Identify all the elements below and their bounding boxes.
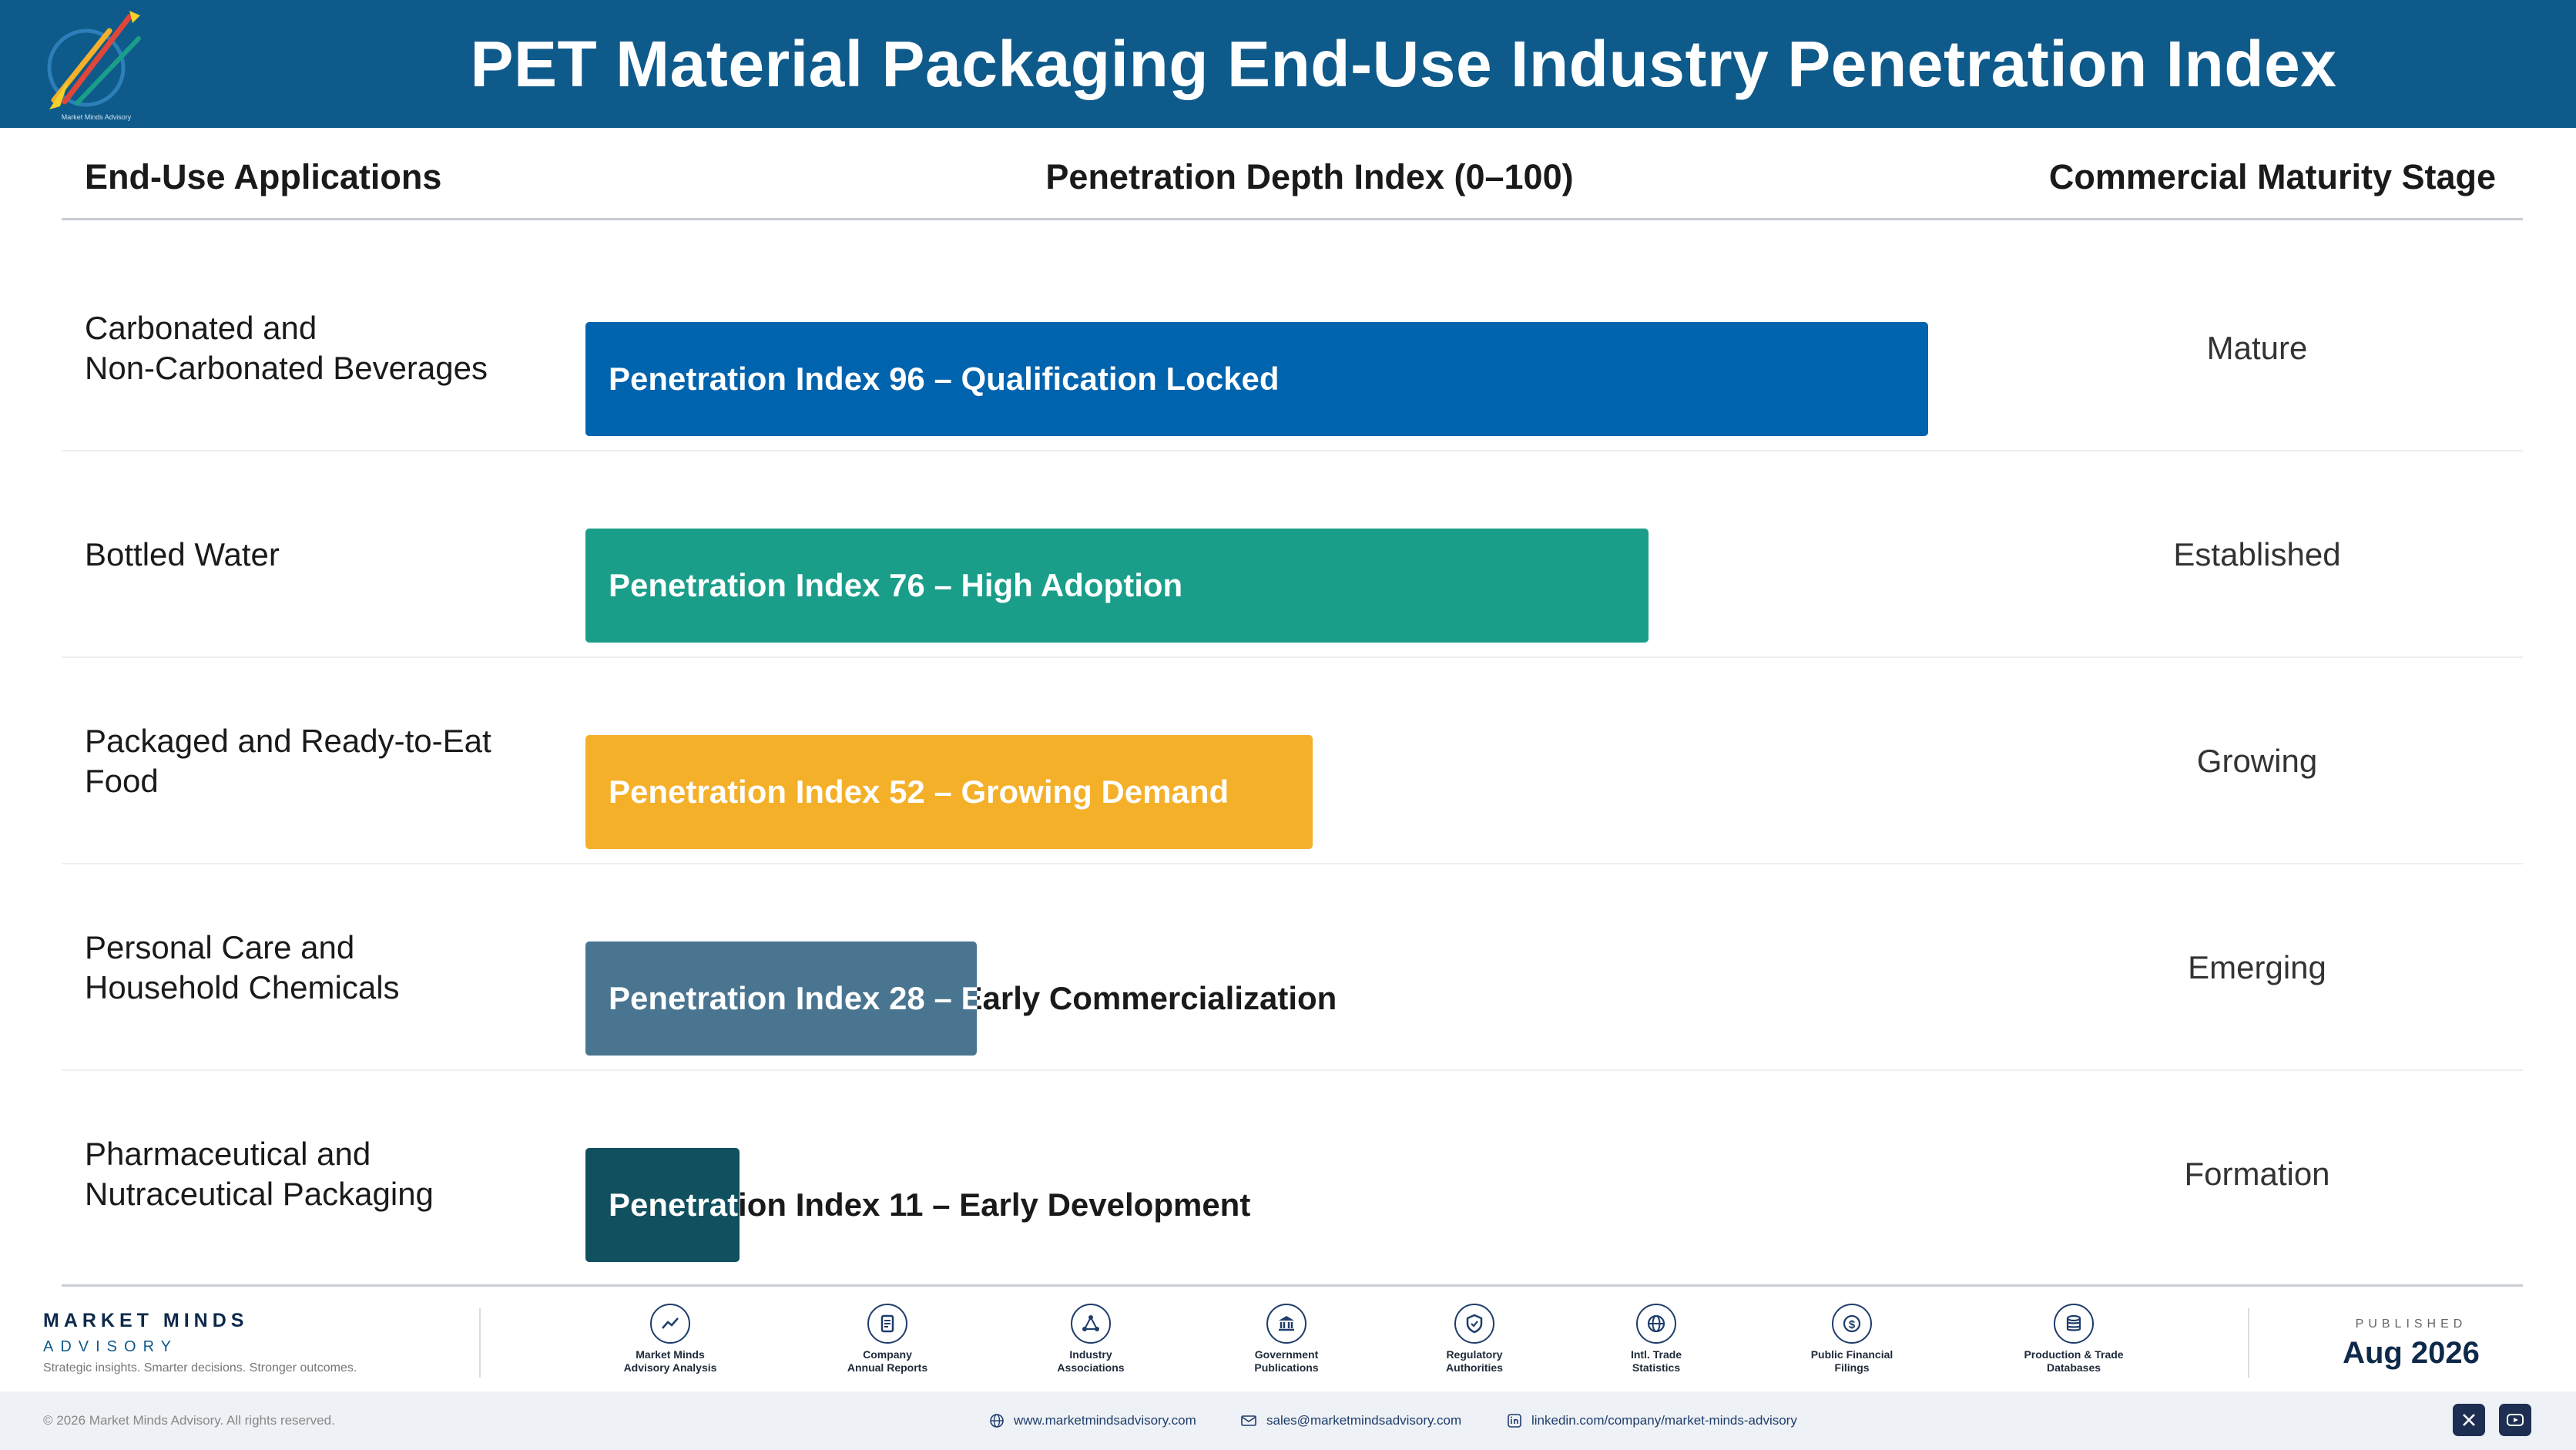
maturity-stage: Mature [2206, 330, 2308, 366]
website-link[interactable]: www.marketmindsadvisory.com [989, 1391, 1196, 1450]
brand-tagline: Strategic insights. Smarter decisions. S… [43, 1361, 357, 1374]
bar-pharmaceutical [585, 1148, 740, 1262]
brand-subtitle: ADVISORY [43, 1338, 178, 1355]
source-trade-statistics: Intl. Trade Statistics [1579, 1304, 1733, 1374]
email-text: sales@marketmindsadvisory.com [1266, 1413, 1462, 1428]
row-divider [62, 450, 2523, 451]
row-divider [62, 863, 2523, 864]
footer-divider [2248, 1308, 2249, 1378]
application-label: Pharmaceutical and Nutraceutical Packagi… [85, 1136, 434, 1212]
svg-text:Market Minds Advisory: Market Minds Advisory [62, 113, 132, 121]
source-financial-filings: $ Public Financial Filings [1775, 1304, 1929, 1374]
bar-packaged-food [585, 735, 1313, 849]
brand-name: MARKET MINDS [43, 1310, 249, 1331]
maturity-stage: Formation [2184, 1156, 2330, 1192]
x-social-icon[interactable] [2453, 1404, 2485, 1436]
column-header-stage: Commercial Maturity Stage [2048, 157, 2497, 196]
column-header-index: Penetration Depth Index (0–100) [1045, 157, 1574, 196]
application-label: Carbonated and Non-Carbonated Beverages [85, 310, 488, 386]
source-label: Regulatory Authorities [1446, 1348, 1503, 1374]
linkedin-icon [1508, 1414, 1521, 1428]
email-link[interactable]: sales@marketmindsadvisory.com [1240, 1391, 1461, 1450]
bar-personal-care [585, 941, 978, 1056]
globe-icon [990, 1414, 1004, 1428]
header-divider [62, 218, 2523, 220]
footer: MARKET MINDS ADVISORY Strategic insights… [0, 1294, 2576, 1387]
government-icon [1266, 1304, 1306, 1344]
row-divider [62, 656, 2523, 658]
bar-label: Penetration Index 52 – Growing Demand [609, 735, 1229, 849]
footer-divider [479, 1308, 481, 1378]
source-label: Government Publications [1254, 1348, 1319, 1374]
source-annual-reports: Company Annual Reports [810, 1304, 964, 1374]
maturity-stage: Emerging [2188, 949, 2326, 985]
chart-bottom-divider [62, 1284, 2523, 1287]
header-banner: Market Minds Advisory PET Material Packa… [0, 0, 2576, 128]
maturity-stage: Established [2173, 536, 2341, 572]
table-row: Bottled Water Penetration Index 76 – Hig… [62, 451, 2523, 658]
published-label: PUBLISHED [2355, 1317, 2467, 1331]
table-row: Packaged and Ready-to-Eat Food Penetrati… [62, 658, 2523, 864]
application-label: Packaged and Ready-to-Eat Food [85, 723, 491, 799]
trend-icon [650, 1304, 690, 1344]
table-row: Pharmaceutical and Nutraceutical Packagi… [62, 1071, 2523, 1277]
column-header-applications: End-Use Applications [85, 157, 442, 196]
database-icon [2054, 1304, 2094, 1344]
page-title: PET Material Packaging End-Use Industry … [470, 28, 2337, 100]
source-label: Company Annual Reports [847, 1348, 928, 1374]
row-divider [62, 1069, 2523, 1071]
bar-beverages [585, 322, 1929, 436]
network-icon [1071, 1304, 1111, 1344]
linkedin-link[interactable]: linkedin.com/company/market-minds-adviso… [1507, 1391, 1797, 1450]
bottom-strip: © 2026 Market Minds Advisory. All rights… [0, 1391, 2576, 1450]
source-label: Intl. Trade Statistics [1630, 1348, 1682, 1374]
bar-bottled-water [585, 529, 1649, 643]
svg-text:$: $ [1849, 1318, 1856, 1331]
globe-icon [1636, 1304, 1676, 1344]
maturity-stage: Growing [2196, 743, 2318, 779]
document-icon [867, 1304, 907, 1344]
source-label: Market Minds Advisory Analysis [623, 1348, 717, 1374]
website-text: www.marketmindsadvisory.com [1014, 1413, 1196, 1428]
company-logo-icon: Market Minds Advisory [47, 11, 141, 121]
bar-label: Penetration Index 96 – Qualification Loc… [609, 322, 1280, 436]
source-label: Production & Trade Databases [2024, 1348, 2124, 1374]
copyright-text: © 2026 Market Minds Advisory. All rights… [43, 1413, 335, 1428]
source-regulatory-authorities: Regulatory Authorities [1397, 1304, 1551, 1374]
mail-icon [1241, 1415, 1256, 1426]
source-trade-databases: Production & Trade Databases [1997, 1304, 2151, 1374]
bar-label: Penetration Index 28 – Early Commerciali… [609, 941, 1337, 1056]
source-advisory-analysis: Market Minds Advisory Analysis [593, 1304, 747, 1374]
bar-label: Penetration Index 11 – Early Development [609, 1148, 1250, 1262]
dollar-icon: $ [1832, 1304, 1872, 1344]
table-row: Personal Care and Household Chemicals Pe… [62, 864, 2523, 1071]
bar-label: Penetration Index 76 – High Adoption [609, 529, 1182, 643]
youtube-icon[interactable] [2499, 1404, 2531, 1436]
shield-icon [1454, 1304, 1494, 1344]
source-label: Industry Associations [1057, 1348, 1125, 1374]
source-government-publications: Government Publications [1209, 1304, 1363, 1374]
linkedin-text: linkedin.com/company/market-minds-adviso… [1531, 1413, 1797, 1428]
application-label: Bottled Water [85, 536, 280, 572]
application-label: Personal Care and Household Chemicals [85, 929, 400, 1005]
published-date: Aug 2026 [2343, 1336, 2480, 1370]
source-label: Public Financial Filings [1810, 1348, 1893, 1374]
source-industry-associations: Industry Associations [1014, 1304, 1168, 1374]
table-row: Carbonated and Non-Carbonated Beverages … [62, 245, 2523, 451]
